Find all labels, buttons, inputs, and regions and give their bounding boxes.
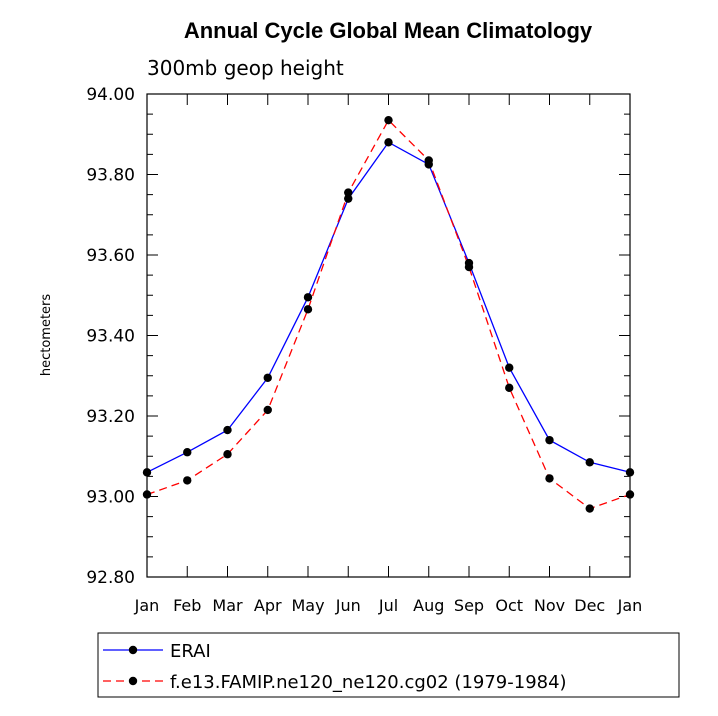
x-tick-label: Jul [378,596,398,615]
x-tick-label: Feb [173,596,201,615]
series-1-point [585,504,594,513]
x-tick-label: Aug [413,596,444,615]
series-0-point [303,293,313,302]
x-tick-label: Jan [617,596,643,615]
series-0-point [585,458,594,467]
series-1-point [223,450,232,459]
x-tick-label: Jan [134,596,160,615]
y-tick-label: 93.20 [86,407,135,427]
x-axis-tick-labels: Jan Feb Mar Apr May Jun Jul Aug Sep Oct Nov Dec Jan [134,596,643,615]
series-1-point [384,115,393,125]
series-1-point [545,474,554,483]
x-tick-label: May [291,596,324,615]
y-tick-label: 92.80 [86,568,135,588]
legend-label-erai: ERAI [170,641,211,662]
x-tick-label: Sep [454,596,484,615]
plot-frame [146,93,631,578]
series-0-point [183,448,192,457]
x-tick-label: Apr [254,596,282,615]
x-tick-label: Dec [574,596,605,615]
chart-title: Annual Cycle Global Mean Climatology [184,18,593,43]
legend-marker-famip [128,676,138,686]
series-1-point [464,262,474,272]
series-line-1 [146,119,631,510]
legend-marker-erai [128,645,138,655]
y-axis-tick-labels: 92.80 93.00 93.20 93.40 93.60 93.80 94.00 [86,85,135,588]
x-tick-label: Nov [534,596,565,615]
series-1-point [344,188,353,197]
y-tick-label: 93.00 [86,488,135,508]
series-1-point [303,305,313,314]
y-tick-label: 94.00 [86,85,135,105]
chart-subtitle: 300mb geop height [147,56,344,80]
series-1-point [424,156,433,165]
axis-ticks [146,93,631,578]
legend-box [97,632,680,698]
x-tick-label: Oct [495,596,523,615]
y-tick-label: 93.40 [86,327,135,347]
y-tick-label: 93.60 [86,246,135,266]
series-0-point [263,373,272,382]
series-0-point [223,425,232,435]
series-0-point [384,138,393,147]
legend: ERAI f.e13.FAMIP.ne120_ne120.cg02 (1979-… [97,632,680,698]
x-tick-label: Mar [212,596,243,615]
series-0-point [505,363,514,372]
legend-label-famip: f.e13.FAMIP.ne120_ne120.cg02 (1979-1984) [170,672,567,693]
y-tick-label: 93.80 [86,166,135,186]
series-lines [146,119,631,510]
series-points [142,115,635,513]
series-0-point [545,435,554,445]
series-1-point [505,383,514,393]
series-1-point [263,405,272,415]
series-0-point [344,194,353,203]
x-tick-label: Jun [335,596,361,615]
y-axis-label: hectometers [39,294,54,377]
series-line-0 [146,141,631,473]
series-1-point [183,476,192,485]
